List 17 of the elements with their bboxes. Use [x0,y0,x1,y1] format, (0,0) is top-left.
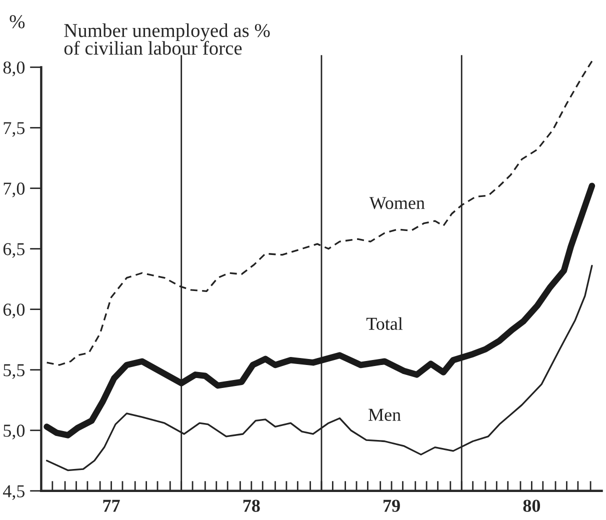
y-tick-label: 5,5 [4,364,25,379]
x-tick-label: 80 [523,500,540,512]
y-tick-label: 5,0 [4,424,25,440]
series-label: Women [369,197,425,210]
x-tick-label: 79 [384,500,400,512]
series-label: Men [368,408,401,421]
y-tick-label: 7,0 [4,182,25,198]
x-tick-label: 78 [243,500,260,512]
y-tick-label: 7,5 [4,122,25,137]
y-tick-label: 4,5 [3,485,25,500]
y-axis-title: % [10,15,25,28]
y-tick-label: 6,5 [3,243,25,258]
x-tick-label: 77 [103,500,120,512]
chart-subtitle: Number unemployed as % of civilian labour force [64,23,270,55]
y-tick-label: 8,0 [3,61,25,76]
y-tick-label: 6,0 [3,304,25,318]
series-label: Total [366,317,403,330]
